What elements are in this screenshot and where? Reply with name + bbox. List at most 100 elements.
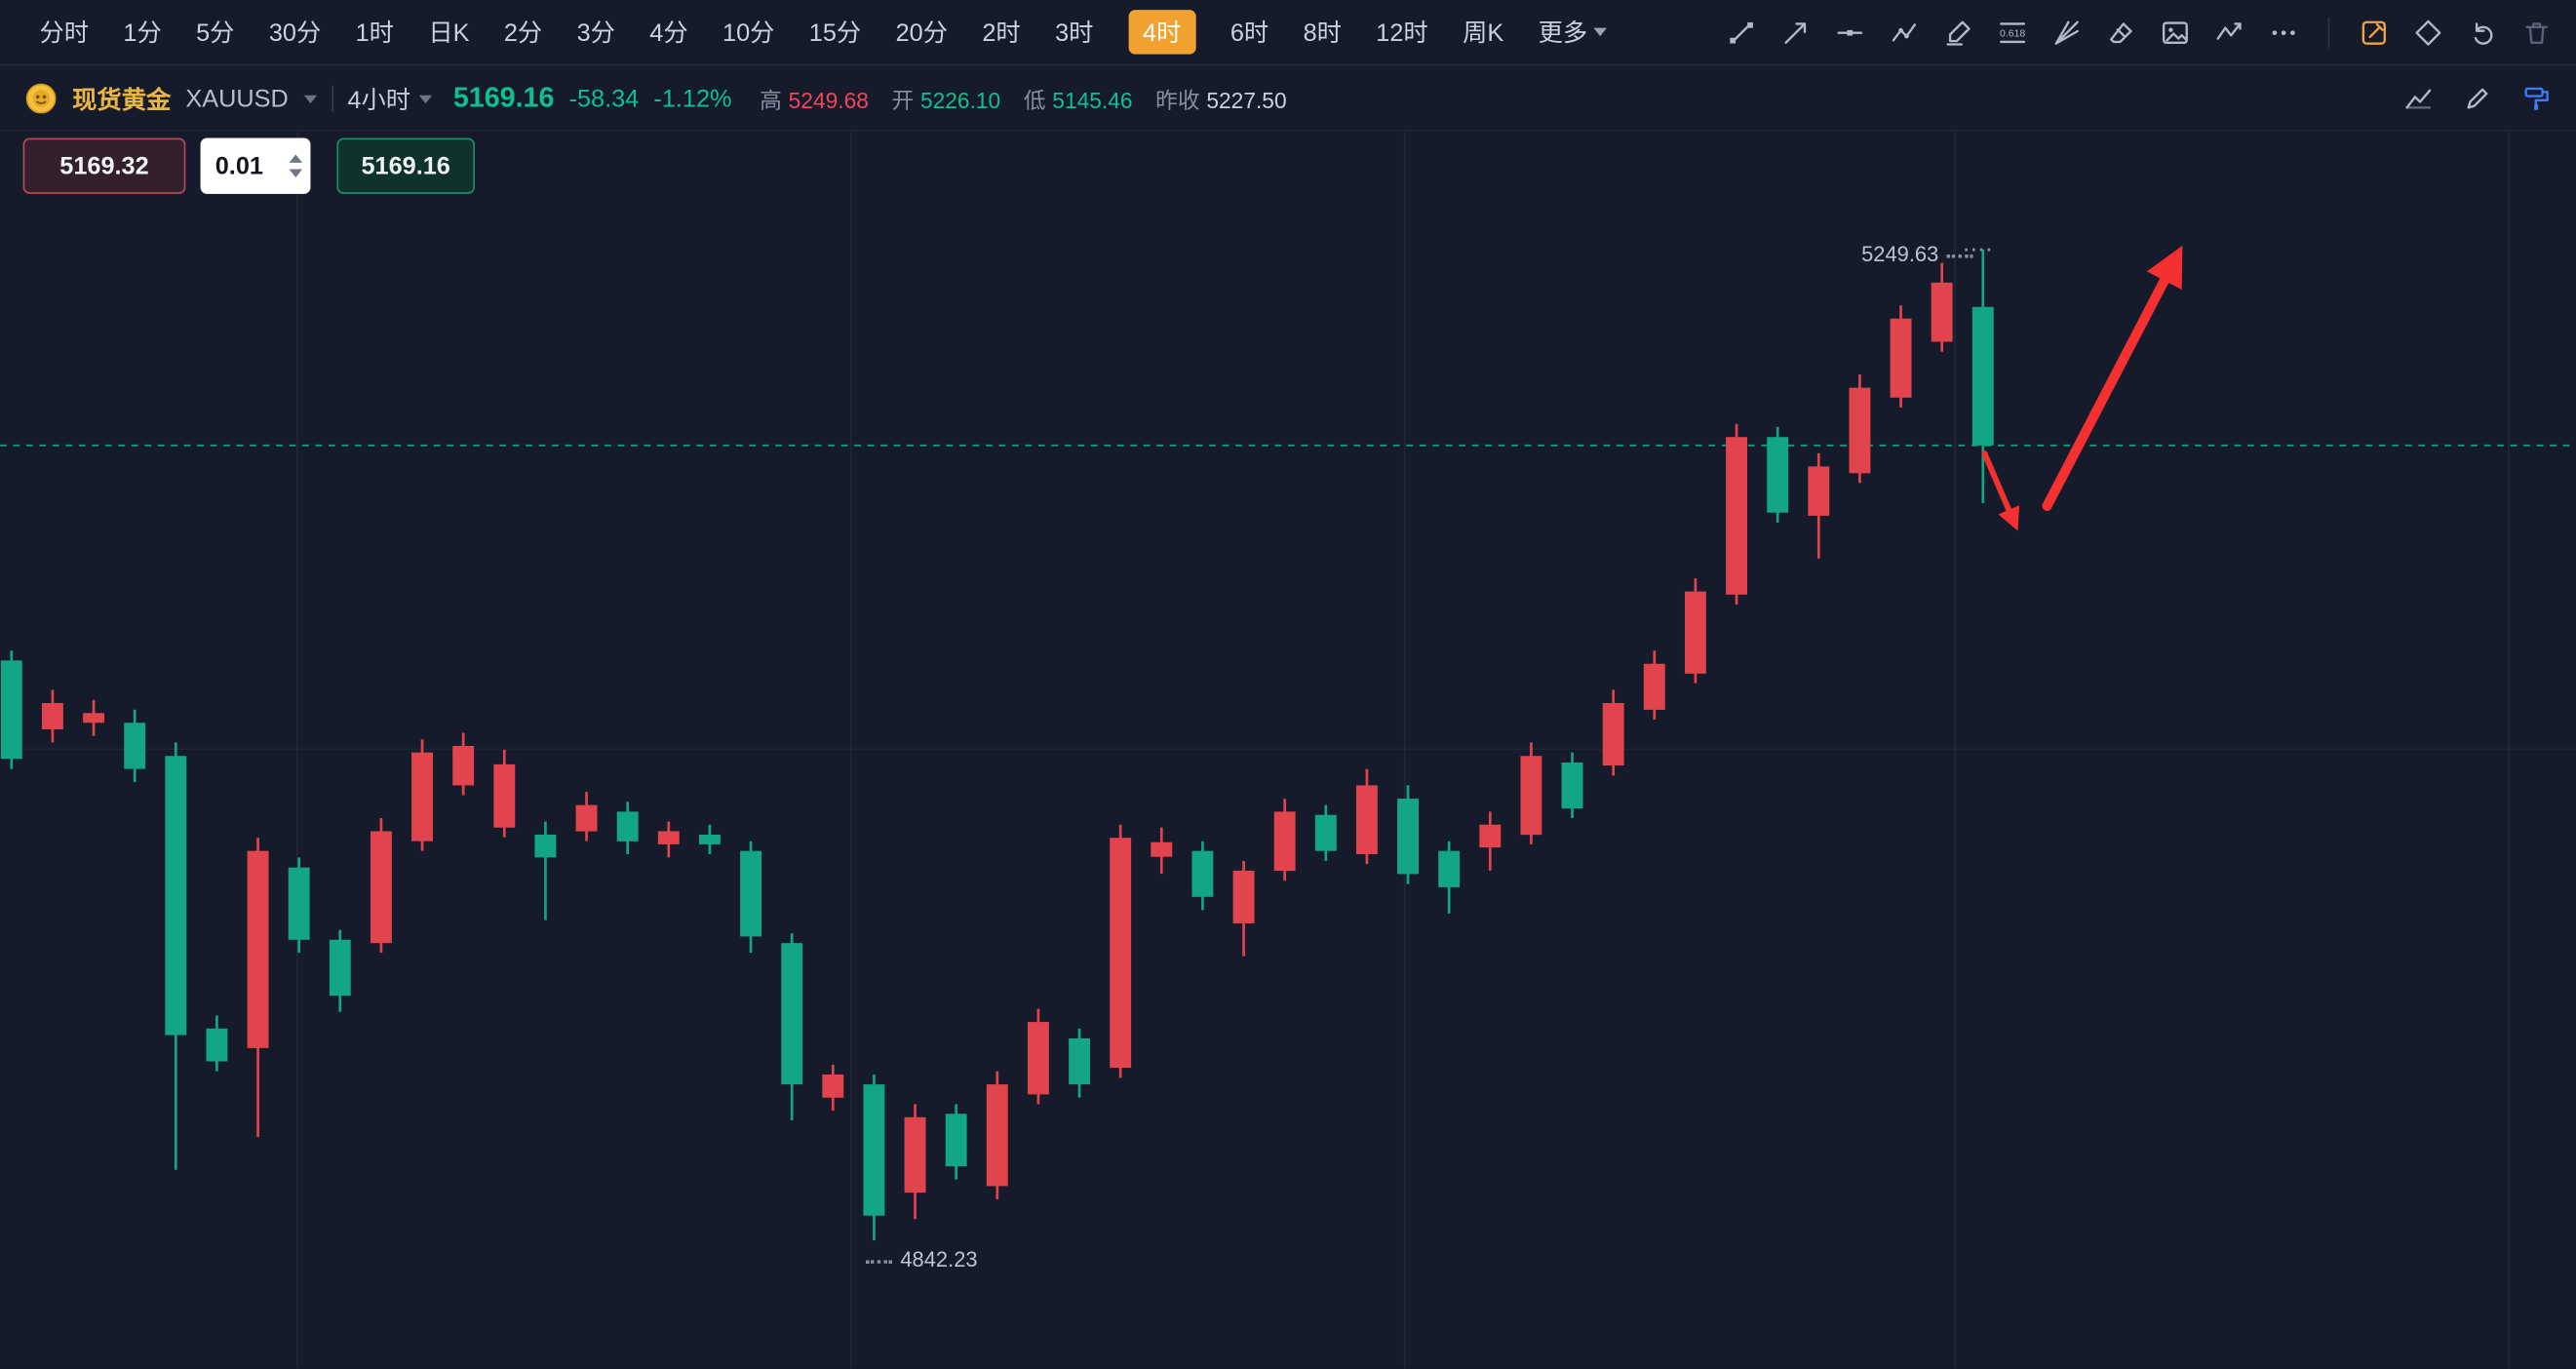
candle (986, 1071, 1008, 1199)
candle (863, 1074, 885, 1241)
candle (1684, 578, 1706, 684)
timeframe-日K[interactable]: 日K (428, 15, 469, 49)
candle (904, 1104, 926, 1220)
candle (945, 1104, 967, 1180)
timeframe-周K[interactable]: 周K (1463, 15, 1503, 49)
high-value: 5249.68 (788, 88, 869, 114)
timeframe-2分[interactable]: 2分 (504, 15, 542, 49)
gann-fan-icon[interactable] (2050, 16, 2084, 49)
candle (370, 817, 392, 954)
timeframe-10分[interactable]: 10分 (722, 15, 774, 49)
candle (534, 821, 557, 920)
horizontal-line-icon[interactable] (1833, 16, 1866, 49)
timeframe-1分[interactable]: 1分 (123, 15, 161, 49)
undo-icon[interactable] (2466, 16, 2499, 49)
buy-button[interactable]: 5169.16 (336, 137, 475, 194)
candle (1027, 1008, 1049, 1105)
trade-panel: 5169.32 0.01 5169.16 (22, 137, 475, 194)
eraser-icon[interactable] (2104, 16, 2137, 49)
candle (1726, 423, 1747, 606)
timeframe-4分[interactable]: 4分 (649, 15, 687, 49)
candle (1110, 824, 1132, 1078)
wave-icon[interactable] (2213, 16, 2246, 49)
candle (1849, 374, 1871, 484)
timeframe-2时[interactable]: 2时 (982, 15, 1020, 49)
candle (329, 929, 351, 1012)
candle (1520, 742, 1542, 844)
caret-down-icon[interactable] (302, 94, 317, 103)
compose-icon[interactable] (2358, 16, 2391, 49)
candle (1890, 305, 1912, 408)
candle (206, 1015, 228, 1072)
candle (1931, 262, 1953, 352)
dotted-connector (865, 1259, 892, 1263)
dotted-connector (1946, 254, 1973, 257)
candle (1069, 1028, 1090, 1098)
image-icon[interactable] (2159, 16, 2192, 49)
timeframe-15分[interactable]: 15分 (809, 15, 861, 49)
more-tools-icon[interactable] (2267, 16, 2300, 49)
candle (288, 857, 310, 954)
open-label: 开 (891, 88, 915, 114)
polyline-icon[interactable] (1888, 16, 1921, 49)
timeframe-6时[interactable]: 6时 (1230, 15, 1268, 49)
drawn-arrows[interactable] (1981, 245, 2183, 531)
fib-icon[interactable]: 0.618 (1996, 16, 2029, 49)
stepper-up-icon[interactable] (289, 154, 303, 163)
symbol-ticker[interactable]: XAUUSD (185, 84, 289, 113)
timeframe-20分[interactable]: 20分 (896, 15, 948, 49)
timeframe-8时[interactable]: 8时 (1304, 15, 1342, 49)
candle (1561, 752, 1583, 818)
candle (781, 933, 803, 1121)
candle (1643, 650, 1665, 721)
candle (165, 742, 187, 1170)
candle (411, 739, 433, 851)
timeframe-12时[interactable]: 12时 (1376, 15, 1427, 49)
trash-icon[interactable] (2520, 16, 2554, 49)
area-chart-icon[interactable] (2401, 82, 2435, 115)
quantity-field[interactable]: 0.01 (200, 137, 311, 194)
edit-icon[interactable] (2461, 82, 2494, 115)
marked-low-label: 4842.23 (865, 1247, 978, 1271)
last-price: 5169.16 (452, 82, 555, 114)
candle (657, 821, 680, 858)
trend-line-icon[interactable] (1725, 16, 1758, 49)
timeframe-30分[interactable]: 30分 (269, 15, 321, 49)
timeframe-4时[interactable]: 4时 (1127, 10, 1196, 55)
timeframe-分时[interactable]: 分时 (39, 15, 89, 49)
divider (331, 85, 333, 112)
candle (575, 792, 598, 841)
prev-close-label: 昨收 (1155, 88, 1200, 114)
grid-lines (0, 131, 2576, 1369)
stepper-down-icon[interactable] (289, 169, 303, 177)
timeframe-更多[interactable]: 更多 (1539, 15, 1608, 49)
timeframe-3时[interactable]: 3时 (1055, 15, 1093, 49)
ray-arrow-icon[interactable] (1779, 16, 1813, 49)
low-label: 低 (1023, 88, 1046, 114)
quantity-stepper[interactable] (289, 154, 303, 177)
candle (1808, 452, 1830, 559)
symbol-name[interactable]: 现货黄金 (72, 86, 172, 115)
interval-selector[interactable]: 4小时 (347, 81, 432, 115)
high-label: 高 (760, 88, 782, 114)
caret-down-icon (1593, 27, 1608, 37)
sell-button[interactable]: 5169.32 (22, 137, 186, 194)
timeframe-1时[interactable]: 1时 (356, 15, 394, 49)
price-change-pct: -1.12% (653, 84, 732, 113)
candle (493, 750, 516, 838)
brush-icon[interactable] (1942, 16, 1975, 49)
prev-close-value: 5227.50 (1206, 88, 1287, 114)
panels-icon[interactable] (2520, 82, 2554, 115)
timeframe-5分[interactable]: 5分 (196, 15, 234, 49)
timeframe-toolbar: 分时 1分 5分 30分 1时 日K 2分 3分 4分 10分 15分 20分 2时 3时 4时 6时 8时 12… (0, 0, 2576, 66)
ohlc-stats: 高 5249.68 开 5226.10 低 5145.46 昨收 5227.50 (760, 82, 1286, 115)
candle (1438, 841, 1461, 914)
timeframe-3分[interactable]: 3分 (577, 15, 615, 49)
shapes-icon[interactable] (2412, 16, 2445, 49)
candles (0, 249, 1994, 1241)
caret-down-icon (418, 94, 432, 103)
price-change: -58.34 (568, 84, 640, 113)
candle (1602, 689, 1624, 776)
